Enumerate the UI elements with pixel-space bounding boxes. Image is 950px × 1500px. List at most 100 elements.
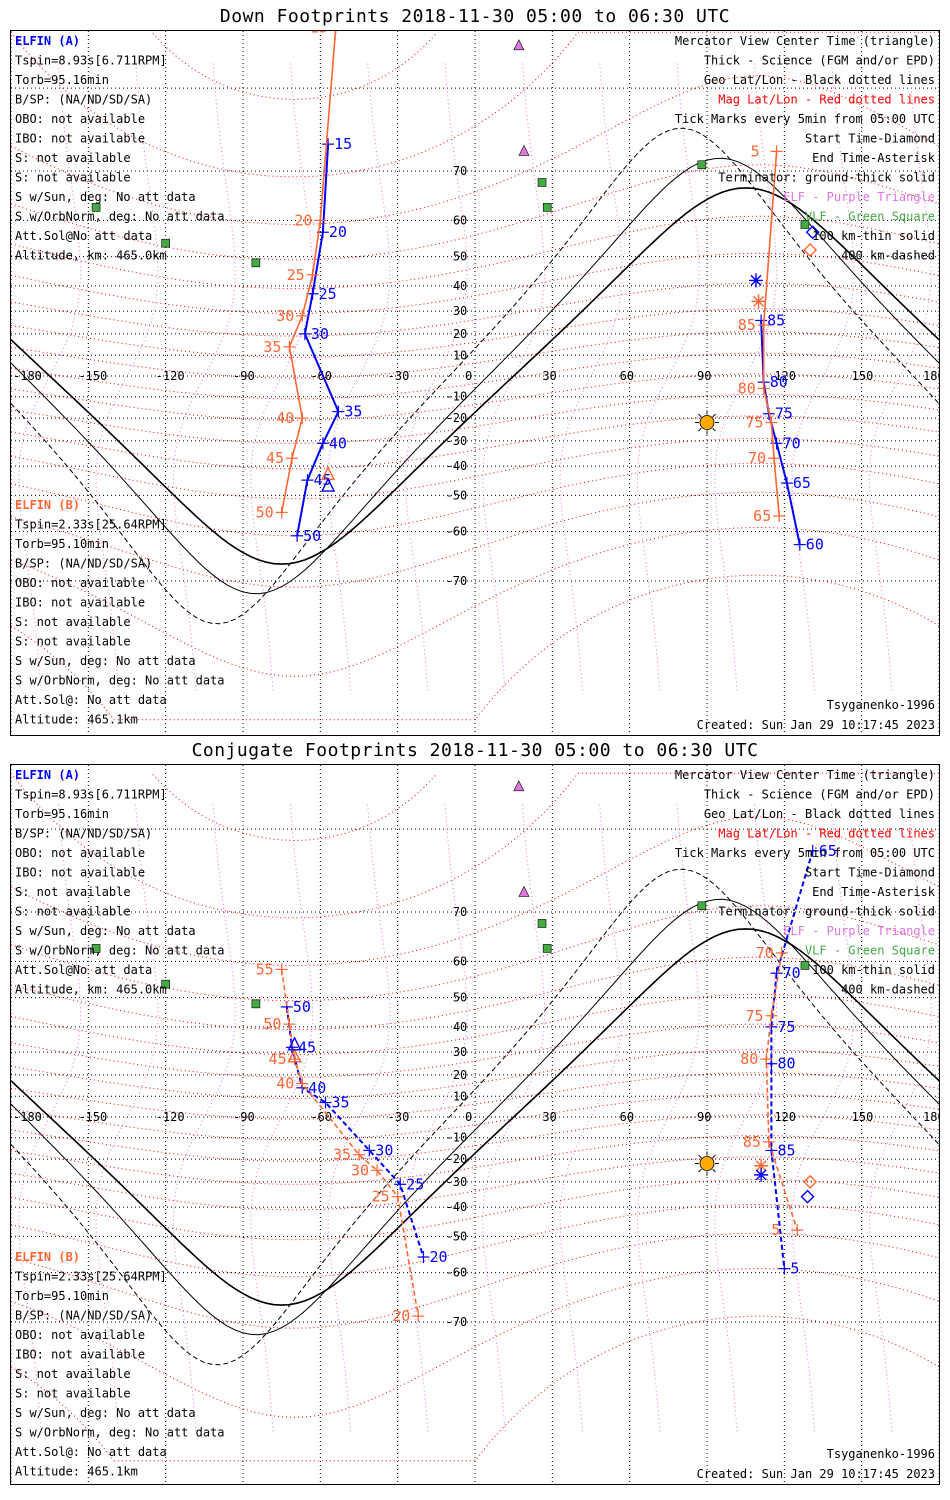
vlf-station-square: [800, 220, 810, 229]
legend-line4: Mag Lat/Lon - Red dotted lines: [718, 93, 935, 107]
info-ibo: IBO: not available: [15, 1348, 145, 1362]
lat-tick-label: -10: [446, 390, 468, 404]
mag-latitude-line: [11, 308, 939, 358]
lat-tick-label: 20: [453, 327, 467, 341]
lon-tick-label: 0: [465, 1110, 472, 1124]
tick-label: 70: [783, 964, 801, 982]
lat-tick-label: 60: [453, 954, 467, 968]
lon-tick-label: 120: [774, 1110, 796, 1124]
vlf-station-square: [251, 999, 261, 1009]
mag-longitude-line: [172, 61, 236, 691]
mag-latitude-line: [11, 31, 939, 178]
sun-ray: [712, 427, 716, 432]
info-torb: Torb=95.16min: [15, 73, 109, 87]
lon-tick-label: 120: [774, 369, 796, 383]
info-alt: Altitude: 465.1km: [15, 713, 138, 727]
mag-latitude-line: [11, 1093, 939, 1141]
lat-tick-label: 20: [453, 1068, 467, 1082]
tick-label: 25: [319, 285, 337, 303]
lon-tick-label: -180: [13, 1110, 42, 1124]
mag-latitude-line: [11, 462, 939, 537]
info-s: S: not available: [15, 1367, 131, 1381]
footprint-map-down: -180 -150 -120 -90 -60 -30 0 30 60 90 120 150 180 70 6…: [11, 31, 939, 735]
tick-label: 30: [351, 1161, 369, 1179]
end-asterisk-b: [754, 1158, 769, 1173]
info-alt: Altitude: 465.1km: [15, 1465, 138, 1479]
tick-label: 75: [777, 1018, 795, 1036]
sun-ray: [698, 1154, 702, 1159]
mag-latitude-line: [11, 1267, 939, 1418]
lat-tick-label: -50: [446, 1229, 468, 1243]
info-s2: S: not available: [15, 171, 131, 185]
lat-tick-label: 10: [453, 348, 467, 362]
terminator-400km: [11, 868, 939, 1366]
end-asterisk-a: [748, 273, 763, 288]
tick-label: 35: [331, 1094, 349, 1112]
mag-longitude-line: [868, 802, 932, 1432]
mag-latitude-line: [11, 1023, 939, 1078]
mag-latitude-line: [11, 526, 939, 677]
tick-label: 65: [753, 507, 771, 525]
mag-longitude-line: [327, 802, 391, 1432]
info-name: ELFIN (A): [15, 768, 80, 782]
legend-line2: Thick - Science (FGM and/or EPD): [704, 788, 935, 802]
tick-label: 30: [276, 307, 294, 325]
tick-label: 30: [375, 1141, 393, 1159]
lon-tick-label: 60: [620, 1110, 634, 1124]
tick-label: 25: [287, 266, 305, 284]
tick-label: 75: [745, 1007, 763, 1025]
mag-longitude-line: [95, 61, 159, 691]
tick-label: 85: [777, 1141, 795, 1159]
terminator-ground: [11, 187, 939, 565]
elf-station-triangle: [513, 39, 525, 51]
info-s2: S: not available: [15, 635, 131, 649]
legend-line5: Tick Marks every 5min from 05:00 UTC: [675, 112, 935, 126]
info-tspin: Tspin=8.93s[6.711RPM]: [15, 54, 167, 68]
info-ibo: IBO: not available: [15, 132, 145, 146]
lon-tick-label: 30: [542, 369, 556, 383]
lon-tick-label: 150: [852, 1110, 874, 1124]
mag-longitude-line: [636, 61, 700, 691]
tick-label: 15: [334, 135, 352, 153]
tick-label: 50: [303, 527, 321, 545]
info-name: ELFIN (B): [15, 1250, 80, 1264]
sun-ray: [712, 1168, 716, 1173]
lon-tick-label: 0: [465, 369, 472, 383]
model-label: Tsyganenko-1996: [827, 698, 935, 712]
info-tspin: Tspin=2.33s[25.64RPM]: [15, 1270, 167, 1284]
footprint-track: [280, 31, 337, 513]
elf-station-triangle: [513, 780, 525, 792]
info-s2: S: not available: [15, 1387, 131, 1401]
info-ibo: IBO: not available: [15, 596, 145, 610]
tick-label: 40: [308, 1079, 326, 1097]
tick-label: 25: [406, 1175, 424, 1193]
mag-longitude-line: [714, 61, 778, 691]
tick-label: 45: [313, 471, 331, 489]
footprint-map-conjugate: -180 -150 -120 -90 -60 -30 0 30 60 90 120 150 180 70 6…: [11, 765, 939, 1484]
tick-label: 85: [743, 1133, 761, 1151]
lon-tick-label: -150: [78, 369, 107, 383]
lon-tick-label: 150: [852, 369, 874, 383]
lat-tick-label: 50: [453, 991, 467, 1005]
vlf-station-square: [537, 919, 547, 928]
sun-ray: [712, 413, 716, 418]
tick-label: 20: [392, 1307, 410, 1325]
vlf-station-square: [161, 238, 170, 248]
vlf-station-square: [697, 160, 707, 170]
tick-label: 20: [329, 223, 347, 241]
info-torb: Torb=95.10min: [15, 537, 109, 551]
mag-longitude-line: [404, 61, 468, 691]
sun-ray: [698, 427, 702, 432]
info-name: ELFIN (A): [15, 34, 80, 48]
mag-latitude-line: [11, 956, 939, 1031]
tick-label: 20: [429, 1248, 447, 1266]
lat-tick-label: 50: [453, 250, 467, 264]
lat-tick-label: -50: [446, 488, 468, 502]
model-label: Tsyganenko-1996: [827, 1447, 935, 1461]
lon-tick-label: -150: [78, 1110, 107, 1124]
tick-label: 85: [767, 311, 785, 329]
lat-tick-label: -30: [446, 1175, 468, 1189]
end-asterisk-b: [751, 294, 766, 309]
mag-longitude-line: [18, 802, 82, 1432]
info-tspin: Tspin=2.33s[25.64RPM]: [15, 518, 167, 532]
